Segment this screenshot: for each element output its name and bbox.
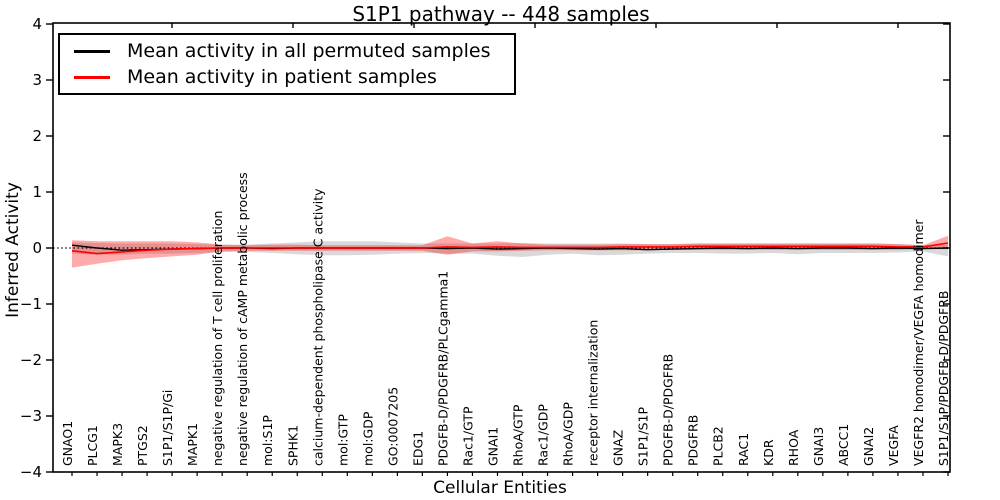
x-tick-label: EDG1	[410, 431, 425, 466]
y-tick-label: 3	[32, 71, 42, 89]
y-tick-label: 1	[32, 183, 42, 201]
x-tick-label: GNAI3	[811, 427, 826, 466]
y-axis-label: Inferred Activity	[3, 182, 23, 318]
x-tick-label: RHOA	[786, 429, 801, 466]
x-tick-label: negative regulation of cAMP metabolic pr…	[235, 172, 250, 466]
x-tick-label: S1P1/S1P/PDGFB-D/PDGFRB	[936, 291, 951, 467]
x-tick-label: GO:0007205	[385, 387, 400, 466]
x-tick-label: PDGFB-D/PDGFRB	[661, 354, 676, 466]
x-tick-label: PDGFRB	[686, 415, 701, 466]
x-tick-label: receptor internalization	[586, 320, 601, 466]
x-tick-label: GNAI1	[486, 427, 501, 466]
x-tick-label: KDR	[761, 439, 776, 466]
patient-std-band	[72, 235, 948, 268]
y-tick-label: −1	[20, 295, 42, 313]
y-tick-label: 4	[32, 15, 42, 33]
x-tick-label: RAC1	[736, 433, 751, 466]
legend-entry-patient: Mean activity in patient samples	[60, 64, 514, 90]
legend: Mean activity in all permuted samples Me…	[58, 33, 516, 95]
x-tick-label: negative regulation of T cell proliferat…	[210, 211, 225, 466]
legend-label-permuted: Mean activity in all permuted samples	[127, 40, 491, 62]
legend-label-patient: Mean activity in patient samples	[127, 66, 437, 88]
x-tick-label: VEGFA	[886, 425, 901, 466]
x-tick-label: PLCG1	[85, 425, 100, 466]
x-axis-label: Cellular Entities	[433, 478, 567, 498]
x-tick-label: MAPK1	[185, 423, 200, 466]
y-tick-label: 2	[32, 127, 42, 145]
y-tick-label: −4	[20, 463, 42, 481]
x-tick-label: SPHK1	[285, 425, 300, 466]
x-tick-label: RhoA/GTP	[511, 404, 526, 466]
x-tick-label: S1P1/S1P	[636, 407, 651, 466]
legend-entry-permuted: Mean activity in all permuted samples	[60, 38, 514, 64]
x-tick-label: GNAO1	[60, 421, 75, 466]
x-tick-label: Rac1/GDP	[536, 404, 551, 466]
x-tick-label: mol:GDP	[360, 411, 375, 466]
x-tick-label: RhoA/GDP	[561, 402, 576, 466]
x-tick-label: GNAZ	[611, 430, 626, 466]
x-tick-label: ABCC1	[836, 424, 851, 466]
x-tick-label: GNAI2	[861, 427, 876, 466]
x-tick-label: Rac1/GTP	[461, 406, 476, 466]
patient-mean-line	[71, 242, 949, 255]
y-tick-label: −2	[20, 351, 42, 369]
y-tick-label: 0	[32, 239, 42, 257]
x-tick-label: PLCB2	[711, 426, 726, 466]
x-tick-label: MAPK3	[110, 423, 125, 466]
x-tick-label: VEGFR2 homodimer/VEGFA homodimer	[911, 219, 926, 466]
x-tick-label: calcium-dependent phospholipase C activi…	[310, 188, 325, 466]
y-tick-label: −3	[20, 407, 42, 425]
patient-line-swatch	[74, 75, 110, 79]
x-tick-label: PTGS2	[135, 425, 150, 466]
x-tick-label: S1P1/S1P/Gi	[160, 390, 175, 466]
x-tick-label: mol:GTP	[335, 414, 350, 466]
chart-title: S1P1 pathway -- 448 samples	[352, 2, 650, 26]
permuted-line-swatch	[74, 49, 110, 53]
x-tick-label: mol:S1P	[260, 415, 275, 466]
x-tick-label: PDGFB-D/PDGFRB/PLCgamma1	[435, 271, 450, 466]
